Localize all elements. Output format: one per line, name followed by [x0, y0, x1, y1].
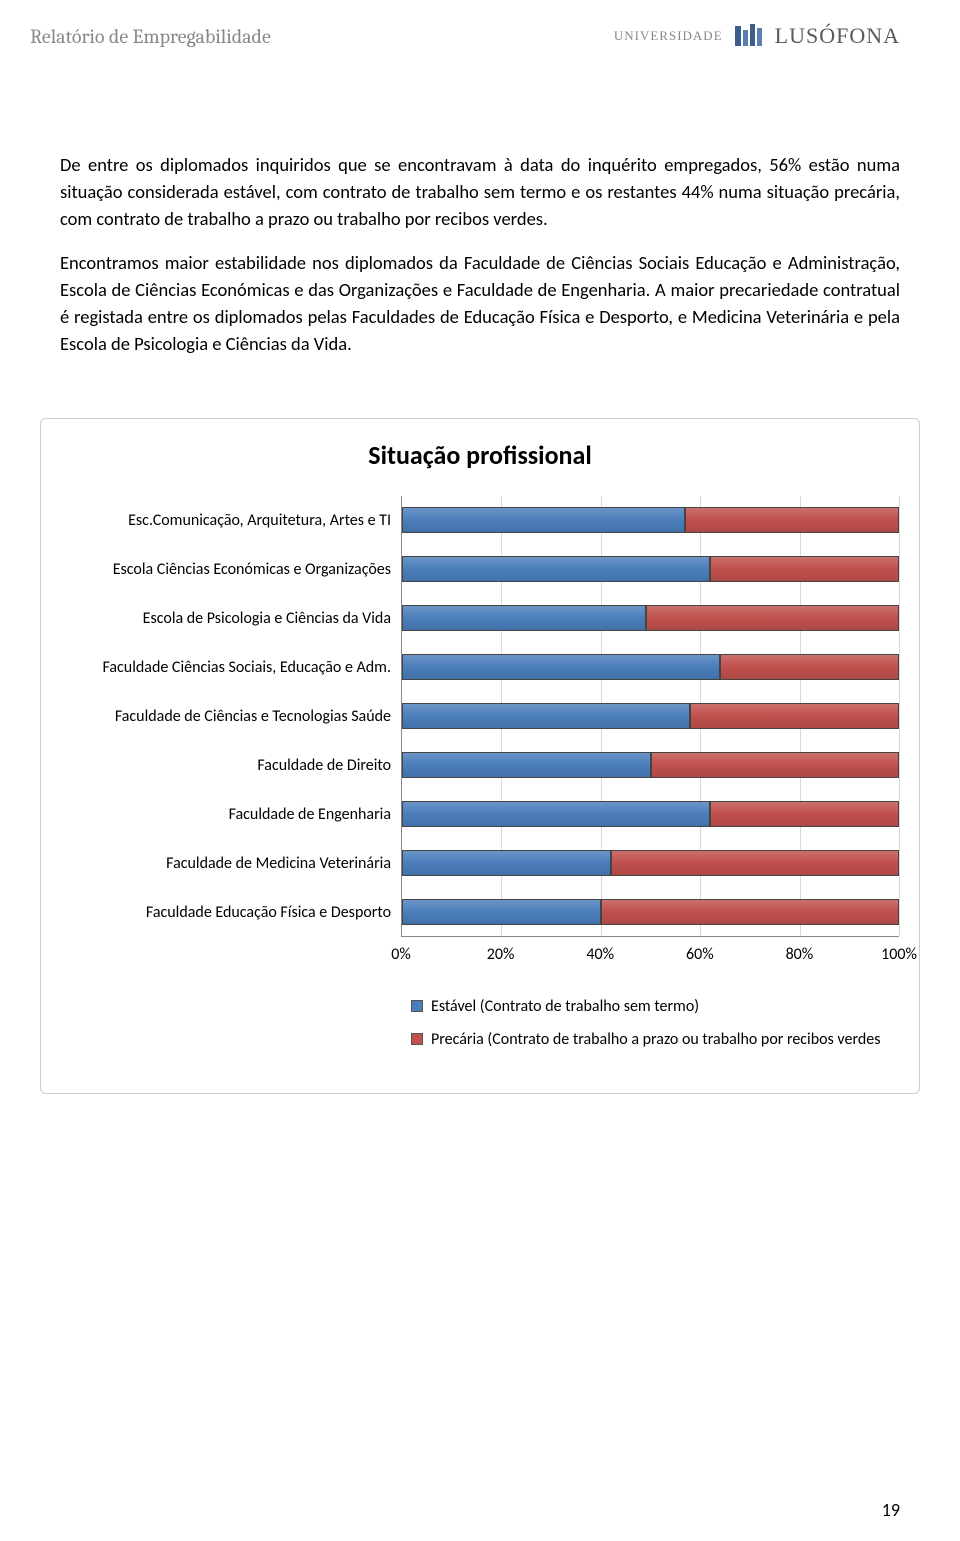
university-label: UNIVERSIDADE — [614, 28, 723, 44]
category-label: Escola de Psicologia e Ciências da Vida — [61, 594, 401, 643]
bar-segment-precaria — [690, 703, 899, 729]
bar-segment-estavel — [402, 850, 611, 876]
x-tick-label: 60% — [686, 945, 714, 964]
bar-row — [402, 801, 899, 827]
bar-row — [402, 703, 899, 729]
bar-segment-estavel — [402, 507, 685, 533]
bar-segment-precaria — [601, 899, 899, 925]
paragraph-1: De entre os diplomados inquiridos que se… — [60, 152, 900, 232]
x-axis: 0%20%40%60%80%100% — [401, 937, 899, 967]
category-label: Faculdade de Direito — [61, 741, 401, 790]
bar-segment-estavel — [402, 752, 651, 778]
category-label: Escola Ciências Económicas e Organizaçõe… — [61, 545, 401, 594]
bar-row — [402, 752, 899, 778]
legend-swatch — [411, 1033, 423, 1045]
bar-row — [402, 507, 899, 533]
x-tick-label: 0% — [391, 945, 411, 964]
paragraph-2: Encontramos maior estabilidade nos diplo… — [60, 250, 900, 357]
x-tick-label: 80% — [786, 945, 814, 964]
legend-item: Estável (Contrato de trabalho sem termo) — [411, 997, 899, 1016]
category-label: Faculdade Educação Física e Desporto — [61, 888, 401, 937]
bar-segment-precaria — [611, 850, 899, 876]
category-label: Faculdade de Ciências e Tecnologias Saúd… — [61, 692, 401, 741]
category-label: Faculdade de Engenharia — [61, 790, 401, 839]
category-label: Esc.Comunicação, Arquitetura, Artes e TI — [61, 496, 401, 545]
header-title: Relatório de Empregabilidade — [30, 25, 271, 48]
bar-row — [402, 556, 899, 582]
body-text: De entre os diplomados inquiridos que se… — [0, 62, 960, 358]
bar-row — [402, 850, 899, 876]
page-number: 19 — [882, 1499, 900, 1521]
bar-segment-estavel — [402, 703, 690, 729]
category-label: Faculdade de Medicina Veterinária — [61, 839, 401, 888]
x-tick-label: 20% — [487, 945, 515, 964]
legend-swatch — [411, 1000, 423, 1012]
legend-item: Precária (Contrato de trabalho a prazo o… — [411, 1030, 899, 1049]
header-brand: UNIVERSIDADE LUSÓFONA — [614, 20, 900, 52]
y-axis-labels: Esc.Comunicação, Arquitetura, Artes e TI… — [61, 496, 401, 967]
plot-wrap: 0%20%40%60%80%100% — [401, 496, 899, 967]
bar-segment-estavel — [402, 556, 710, 582]
bar-segment-precaria — [710, 801, 899, 827]
chart-area: Esc.Comunicação, Arquitetura, Artes e TI… — [61, 496, 899, 967]
logo-text: LUSÓFONA — [775, 23, 900, 49]
page-header: Relatório de Empregabilidade UNIVERSIDAD… — [0, 0, 960, 62]
bar-row — [402, 899, 899, 925]
bar-segment-estavel — [402, 801, 710, 827]
lusofona-logo-icon — [733, 20, 765, 52]
chart-title: Situação profissional — [61, 439, 899, 471]
category-label: Faculdade Ciências Sociais, Educação e A… — [61, 643, 401, 692]
x-tick-label: 100% — [881, 945, 917, 964]
bar-segment-precaria — [651, 752, 900, 778]
bar-segment-estavel — [402, 899, 601, 925]
bar-row — [402, 654, 899, 680]
legend-label: Estável (Contrato de trabalho sem termo) — [431, 997, 699, 1016]
bar-row — [402, 605, 899, 631]
x-tick-label: 40% — [586, 945, 614, 964]
legend-label: Precária (Contrato de trabalho a prazo o… — [431, 1030, 880, 1049]
bar-segment-estavel — [402, 654, 720, 680]
bar-segment-precaria — [720, 654, 899, 680]
bar-segment-precaria — [685, 507, 899, 533]
bar-segment-estavel — [402, 605, 646, 631]
bar-segment-precaria — [646, 605, 899, 631]
chart-container: Situação profissional Esc.Comunicação, A… — [40, 418, 920, 1094]
plot-area — [401, 496, 899, 937]
chart-legend: Estável (Contrato de trabalho sem termo)… — [411, 997, 899, 1049]
bar-segment-precaria — [710, 556, 899, 582]
gridline — [899, 496, 900, 936]
